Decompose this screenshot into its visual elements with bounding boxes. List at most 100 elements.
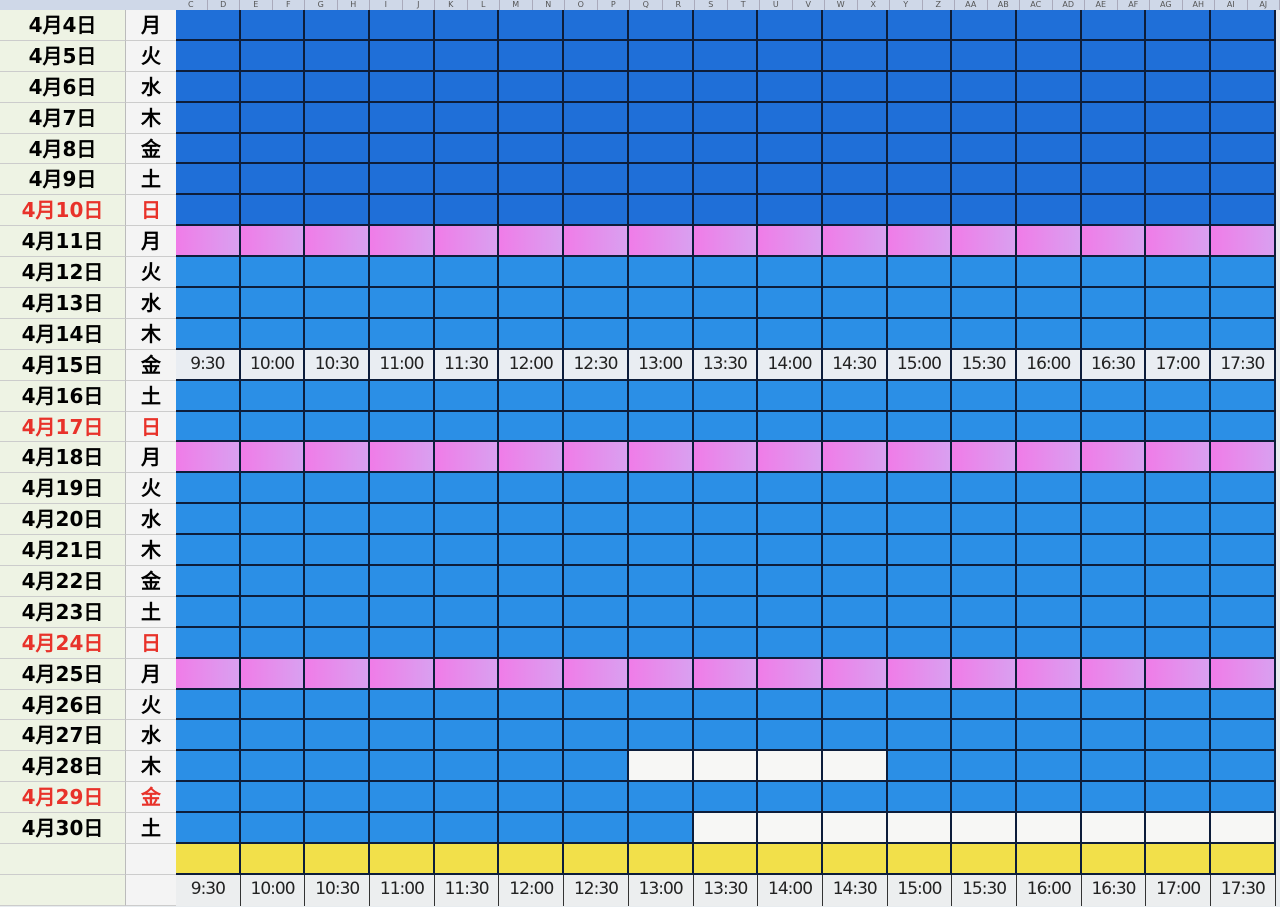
slot-cell[interactable] [499,504,565,536]
time-label-cell[interactable]: 14:00 [758,874,823,906]
slot-cell[interactable] [628,226,694,258]
slot-cell[interactable] [952,689,1017,721]
slot-cell[interactable] [370,380,435,412]
weekday-cell[interactable]: 火 [126,40,176,72]
slot-cell[interactable] [176,535,241,567]
slot-cell[interactable] [1146,566,1211,597]
date-cell[interactable]: 4月29日 [0,782,126,814]
slot-cell[interactable] [1146,411,1211,443]
slot-cell[interactable] [240,10,306,41]
slot-cell[interactable] [176,257,241,289]
weekday-cell[interactable]: 金 [126,349,176,381]
slot-cell[interactable] [370,596,435,628]
slot-cell[interactable] [370,288,435,319]
slot-cell[interactable] [1146,71,1211,103]
slot-cell[interactable] [1146,318,1211,350]
date-cell[interactable]: 4月21日 [0,535,126,567]
slot-cell[interactable] [499,720,565,752]
slot-cell[interactable] [176,566,241,597]
time-label-cell[interactable]: 11:30 [434,874,500,906]
column-header[interactable]: AE [1085,0,1118,10]
slot-cell[interactable] [434,596,500,628]
column-header[interactable]: H [338,0,370,10]
weekday-cell[interactable]: 日 [126,195,176,227]
slot-cell[interactable] [628,566,694,597]
slot-cell[interactable] [952,596,1017,628]
slot-cell[interactable] [628,689,694,721]
slot-cell[interactable] [564,195,629,227]
slot-cell[interactable] [952,720,1017,752]
slot-cell[interactable] [434,782,500,814]
date-cell[interactable]: 4月8日 [0,133,126,165]
slot-cell[interactable] [1211,627,1276,659]
slot-cell[interactable] [952,40,1017,72]
slot-cell[interactable] [564,535,629,567]
column-header[interactable]: J [403,0,435,10]
weekday-cell[interactable]: 水 [126,504,176,536]
free-slot-cell[interactable] [1211,813,1276,845]
slot-cell[interactable] [628,380,694,412]
slot-cell[interactable] [693,133,759,165]
slot-cell[interactable] [1081,10,1147,41]
slot-cell[interactable] [952,504,1017,536]
slot-cell[interactable] [240,689,306,721]
slot-cell[interactable] [176,10,241,41]
slot-cell[interactable] [887,596,953,628]
slot-cell[interactable] [434,380,500,412]
slot-cell[interactable] [499,288,565,319]
slot-cell[interactable] [434,473,500,505]
date-cell[interactable]: 4月20日 [0,504,126,536]
slot-cell[interactable] [564,71,629,103]
slot-cell[interactable] [305,535,371,567]
slot-cell[interactable] [176,627,241,659]
slot-cell[interactable] [240,133,306,165]
slot-cell[interactable] [370,226,435,258]
slot-cell[interactable] [370,813,435,845]
slot-cell[interactable] [1211,380,1276,412]
weekday-cell[interactable]: 月 [126,442,176,474]
slot-cell[interactable] [370,689,435,721]
slot-cell[interactable] [564,689,629,721]
slot-cell[interactable] [758,133,823,165]
slot-cell[interactable] [176,751,241,783]
slot-cell[interactable] [822,689,888,721]
column-header[interactable]: AH [1183,0,1215,10]
slot-cell[interactable] [693,782,759,814]
slot-cell[interactable] [628,195,694,227]
slot-cell[interactable] [564,442,629,474]
slot-cell[interactable] [1016,164,1082,196]
slot-cell[interactable] [952,627,1017,659]
date-cell[interactable]: 4月28日 [0,751,126,783]
slot-cell[interactable] [1081,318,1147,350]
time-label-cell[interactable]: 10:30 [305,349,371,381]
slot-cell[interactable] [240,226,306,258]
slot-cell[interactable] [564,720,629,752]
slot-cell[interactable] [240,102,306,134]
slot-cell[interactable] [758,566,823,597]
time-label-cell[interactable]: 15:30 [952,349,1017,381]
slot-cell[interactable] [499,442,565,474]
slot-cell[interactable] [370,627,435,659]
slot-cell[interactable] [434,164,500,196]
slot-cell[interactable] [693,627,759,659]
time-label-cell[interactable]: 12:30 [564,349,629,381]
slot-cell[interactable] [1016,658,1082,690]
slot-cell[interactable] [1211,566,1276,597]
slot-cell[interactable] [758,627,823,659]
slot-cell[interactable] [305,442,371,474]
slot-cell[interactable] [758,102,823,134]
slot-cell[interactable] [1016,535,1082,567]
slot-cell[interactable] [628,71,694,103]
column-header[interactable]: X [858,0,890,10]
slot-cell[interactable] [305,133,371,165]
weekday-cell[interactable]: 火 [126,689,176,721]
slot-cell[interactable] [693,257,759,289]
slot-cell[interactable] [758,71,823,103]
slot-cell[interactable] [1081,40,1147,72]
slot-cell[interactable] [370,318,435,350]
date-cell[interactable]: 4月22日 [0,566,126,597]
slot-cell[interactable] [434,658,500,690]
slot-cell[interactable] [176,658,241,690]
free-slot-cell[interactable] [1081,813,1147,845]
slot-cell[interactable] [564,473,629,505]
